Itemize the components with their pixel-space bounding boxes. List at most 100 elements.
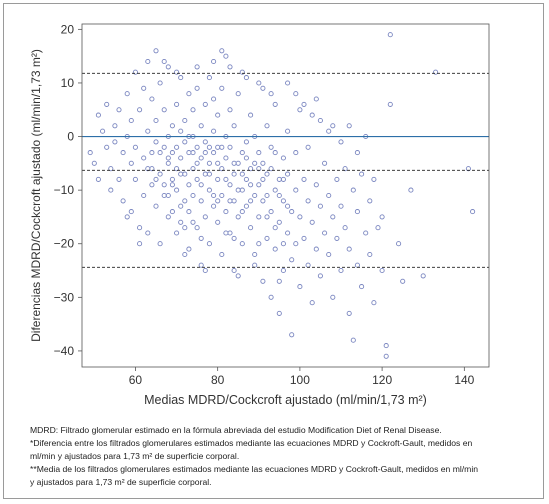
data-point	[280, 267, 286, 274]
data-point	[161, 182, 167, 188]
data-point	[264, 171, 270, 177]
data-point	[202, 171, 208, 177]
note-line: y ajustados para 1,73 m² de superficie c…	[30, 477, 212, 487]
data-point	[153, 203, 159, 209]
data-point	[338, 139, 344, 145]
data-point	[297, 107, 303, 113]
data-point	[326, 251, 332, 258]
data-point	[198, 235, 204, 241]
data-point	[293, 187, 299, 193]
y-tick-label: −10	[54, 183, 75, 197]
data-point	[219, 85, 225, 91]
data-point	[227, 144, 233, 150]
data-point	[293, 241, 299, 247]
data-point	[223, 209, 229, 215]
data-point	[285, 230, 291, 236]
data-point	[149, 150, 155, 156]
data-point	[186, 246, 192, 252]
data-point	[182, 117, 188, 124]
data-point	[342, 166, 348, 172]
data-point	[313, 96, 319, 102]
data-point	[276, 176, 282, 182]
data-point	[231, 171, 237, 177]
data-point	[309, 300, 315, 306]
data-point	[367, 251, 373, 258]
data-point	[280, 176, 286, 182]
data-point	[186, 182, 192, 188]
data-point	[375, 225, 381, 231]
data-point	[268, 294, 274, 300]
data-point	[248, 198, 254, 204]
data-point	[305, 144, 311, 150]
data-point	[116, 107, 122, 113]
x-tick-label: 100	[290, 373, 310, 387]
y-tick-label: 10	[61, 76, 75, 90]
data-point	[178, 219, 184, 225]
data-point	[272, 187, 278, 193]
data-point	[206, 160, 212, 166]
data-point	[252, 262, 258, 268]
data-point	[132, 69, 138, 75]
data-point	[219, 192, 225, 199]
data-point	[145, 58, 151, 65]
data-point	[211, 58, 217, 65]
data-point	[342, 225, 348, 231]
note-line: ml/min y ajustados para 1,73 m² de super…	[30, 451, 240, 461]
data-point	[387, 32, 393, 38]
data-point	[268, 209, 274, 215]
data-point	[243, 139, 249, 145]
data-point	[124, 214, 130, 220]
data-point	[87, 150, 93, 156]
data-point	[194, 176, 200, 182]
data-point	[190, 219, 196, 225]
y-tick-label: 0	[67, 130, 74, 144]
data-point	[165, 155, 171, 161]
x-tick-label: 80	[211, 373, 225, 387]
data-point	[120, 198, 126, 204]
data-point	[248, 166, 254, 172]
data-point	[169, 182, 175, 188]
data-point	[157, 150, 163, 156]
data-point	[194, 85, 200, 91]
data-point	[260, 198, 266, 204]
data-point	[223, 155, 229, 161]
data-point	[334, 235, 340, 241]
data-point	[211, 150, 217, 156]
data-point	[313, 246, 319, 252]
data-point	[354, 150, 360, 156]
data-point	[215, 219, 221, 225]
data-point	[190, 166, 196, 172]
data-point	[198, 155, 204, 161]
data-point	[194, 144, 200, 150]
data-point	[289, 209, 295, 215]
data-point	[326, 192, 332, 199]
data-point	[309, 219, 315, 225]
data-point	[227, 107, 233, 113]
data-point	[293, 91, 299, 97]
data-point	[149, 96, 155, 102]
data-point	[268, 91, 274, 97]
data-point	[359, 171, 365, 177]
data-point	[206, 241, 212, 247]
data-point	[239, 171, 245, 177]
data-point	[219, 144, 225, 150]
note-line: *Diferencia entre los filtrados glomerul…	[30, 438, 473, 448]
data-point	[206, 187, 212, 193]
data-point	[202, 150, 208, 156]
data-point	[317, 117, 323, 124]
data-point	[108, 187, 114, 193]
data-point	[301, 235, 307, 241]
x-tick-label: 60	[129, 373, 143, 387]
data-point	[227, 230, 233, 236]
data-point	[178, 75, 184, 81]
data-point	[182, 225, 188, 231]
data-point	[280, 198, 286, 204]
data-point	[190, 107, 196, 113]
data-point	[219, 166, 225, 172]
data-point	[120, 150, 126, 156]
note-line: MDRD: Filtrado glomerular estimado en la…	[30, 425, 442, 435]
data-point	[198, 182, 204, 188]
data-point	[359, 284, 365, 290]
data-point	[317, 273, 323, 279]
